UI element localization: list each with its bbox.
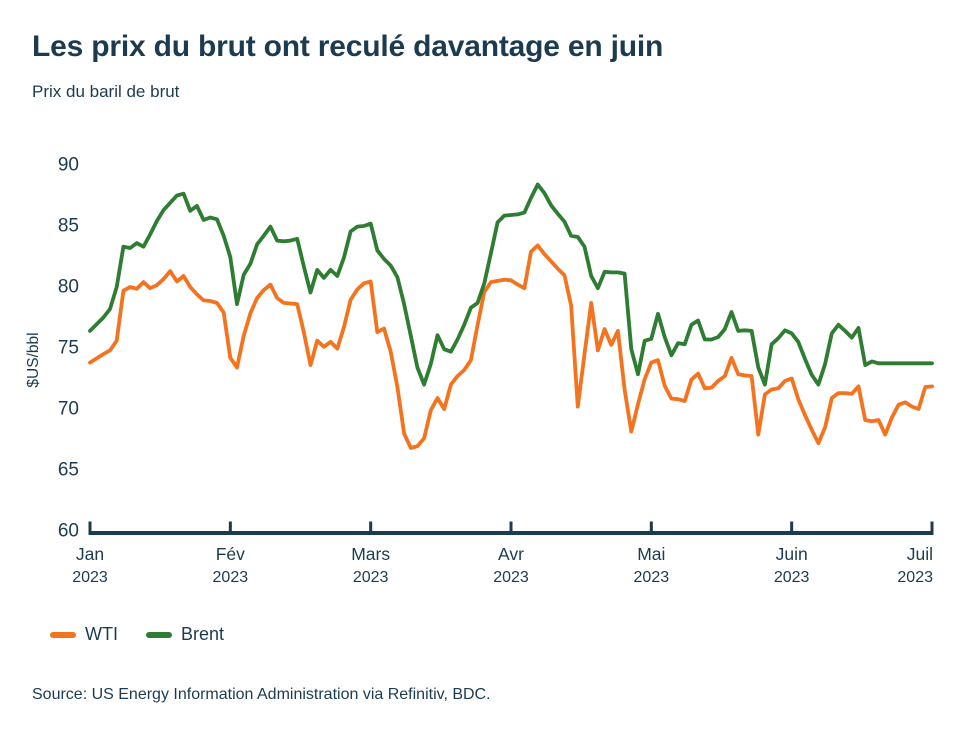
x-tick-year-label: 2023 [634,569,670,586]
legend: WTI Brent [50,624,252,645]
x-tick-month-label: Juin [776,544,808,564]
y-tick-label: 80 [58,277,79,298]
x-tick-year-label: 2023 [72,569,108,586]
x-axis-tick [649,521,653,531]
y-tick-label: 60 [58,521,79,542]
x-axis-tick [509,521,513,531]
source-text: Source: US Energy Information Administra… [32,686,491,703]
x-tick-month-label: Mars [351,544,390,564]
y-tick-label: 90 [58,155,79,176]
brent-line [88,182,934,387]
x-tick-year-label: 2023 [353,569,389,586]
x-tick-year-label: 2023 [774,569,810,586]
x-axis-tick [228,521,232,531]
y-tick-label: 75 [58,338,79,359]
wti-legend-label: WTI [85,624,118,644]
x-tick-month-label: Fév [216,544,245,564]
x-axis-tick [369,521,373,531]
y-axis-label: $US/bbl [25,332,42,387]
x-tick-year-label: 2023 [493,569,529,586]
wti-line [88,243,934,450]
legend-item-brent: Brent [146,624,224,645]
brent-legend-label: Brent [181,624,225,644]
x-axis-line [88,531,934,535]
chart-subtitle: Prix du baril de brut [32,82,180,101]
price-line-chart: 90 85 80 75 70 65 60 $US/bbl Jan 2023 Fév 2023 Mars 2… [25,155,934,586]
x-axis-tick [88,521,92,531]
y-tick-label: 85 [58,216,79,237]
x-tick-month-label: Jan [76,544,104,564]
wti-line-swatch-icon [50,631,76,638]
chart-title: Les prix du brut ont reculé davantage en… [32,30,664,63]
y-tick-label: 65 [58,460,79,481]
x-tick-year-label: 2023 [213,569,249,586]
x-tick-month-label: Mai [637,544,665,564]
x-axis-tick [790,521,794,531]
x-tick-month-label: Juil [907,544,933,564]
legend-item-wti: WTI [50,624,118,645]
x-axis-tick [930,521,934,531]
brent-line-swatch-icon [146,631,172,638]
x-tick-month-label: Avr [498,544,524,564]
x-tick-year-label: 2023 [897,569,933,586]
y-tick-label: 70 [58,399,79,420]
